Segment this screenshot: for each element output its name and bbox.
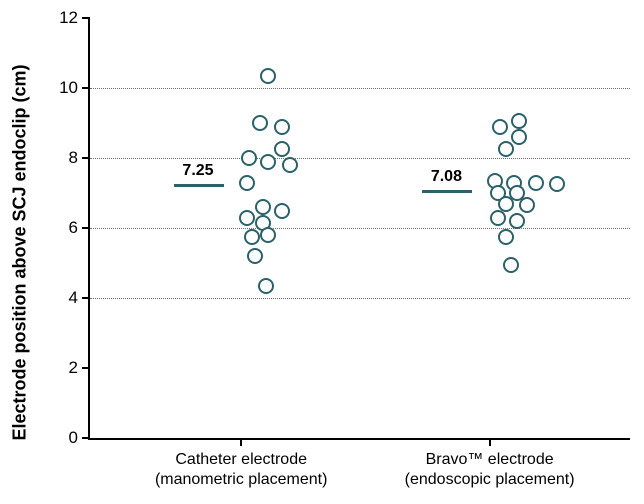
y-tick-label: 2 bbox=[44, 358, 78, 378]
y-tick bbox=[82, 17, 90, 19]
chart-container: Electrode position above SCJ endoclip (c… bbox=[0, 0, 644, 504]
x-category-label-line2: (manometric placement) bbox=[121, 470, 361, 490]
data-point bbox=[274, 119, 290, 135]
y-axis-title: Electrode position above SCJ endoclip (c… bbox=[10, 64, 31, 440]
gridline bbox=[90, 158, 630, 159]
data-point bbox=[252, 115, 268, 131]
x-category-label-line2: (endoscopic placement) bbox=[370, 470, 610, 490]
plot-area: 024681012Catheter electrode(manometric p… bbox=[88, 18, 630, 440]
data-point bbox=[255, 199, 271, 215]
mean-label: 7.08 bbox=[431, 168, 462, 186]
y-tick-label: 0 bbox=[44, 428, 78, 448]
data-point bbox=[274, 141, 290, 157]
y-tick-label: 12 bbox=[44, 8, 78, 28]
y-tick bbox=[82, 367, 90, 369]
x-category-label-line1: Bravo™ electrode bbox=[370, 450, 610, 470]
mean-label: 7.25 bbox=[182, 162, 213, 180]
y-tick bbox=[82, 227, 90, 229]
data-point bbox=[260, 227, 276, 243]
data-point bbox=[258, 278, 274, 294]
data-point bbox=[492, 119, 508, 135]
y-tick-label: 6 bbox=[44, 218, 78, 238]
x-category-label: Catheter electrode(manometric placement) bbox=[121, 450, 361, 490]
data-point bbox=[528, 175, 544, 191]
data-point bbox=[509, 213, 525, 229]
x-tick bbox=[240, 438, 242, 446]
x-category-label: Bravo™ electrode(endoscopic placement) bbox=[370, 450, 610, 490]
y-tick-label: 4 bbox=[44, 288, 78, 308]
y-tick bbox=[82, 437, 90, 439]
y-tick bbox=[82, 157, 90, 159]
data-point bbox=[282, 157, 298, 173]
data-point bbox=[511, 129, 527, 145]
x-tick bbox=[489, 438, 491, 446]
y-tick bbox=[82, 297, 90, 299]
y-tick bbox=[82, 87, 90, 89]
y-tick-label: 10 bbox=[44, 78, 78, 98]
gridline bbox=[90, 298, 630, 299]
mean-line bbox=[174, 184, 224, 187]
mean-line bbox=[422, 190, 472, 193]
data-point bbox=[260, 154, 276, 170]
data-point bbox=[239, 175, 255, 191]
data-point bbox=[241, 150, 257, 166]
data-point bbox=[549, 176, 565, 192]
gridline bbox=[90, 88, 630, 89]
data-point bbox=[503, 257, 519, 273]
x-category-label-line1: Catheter electrode bbox=[121, 450, 361, 470]
data-point bbox=[519, 197, 535, 213]
data-point bbox=[498, 141, 514, 157]
y-axis-title-wrap: Electrode position above SCJ endoclip (c… bbox=[6, 0, 34, 504]
gridline bbox=[90, 228, 630, 229]
data-point bbox=[498, 229, 514, 245]
data-point bbox=[247, 248, 263, 264]
data-point bbox=[260, 68, 276, 84]
data-point bbox=[490, 210, 506, 226]
data-point bbox=[239, 210, 255, 226]
data-point bbox=[511, 113, 527, 129]
y-tick-label: 8 bbox=[44, 148, 78, 168]
data-point bbox=[244, 229, 260, 245]
data-point bbox=[274, 203, 290, 219]
